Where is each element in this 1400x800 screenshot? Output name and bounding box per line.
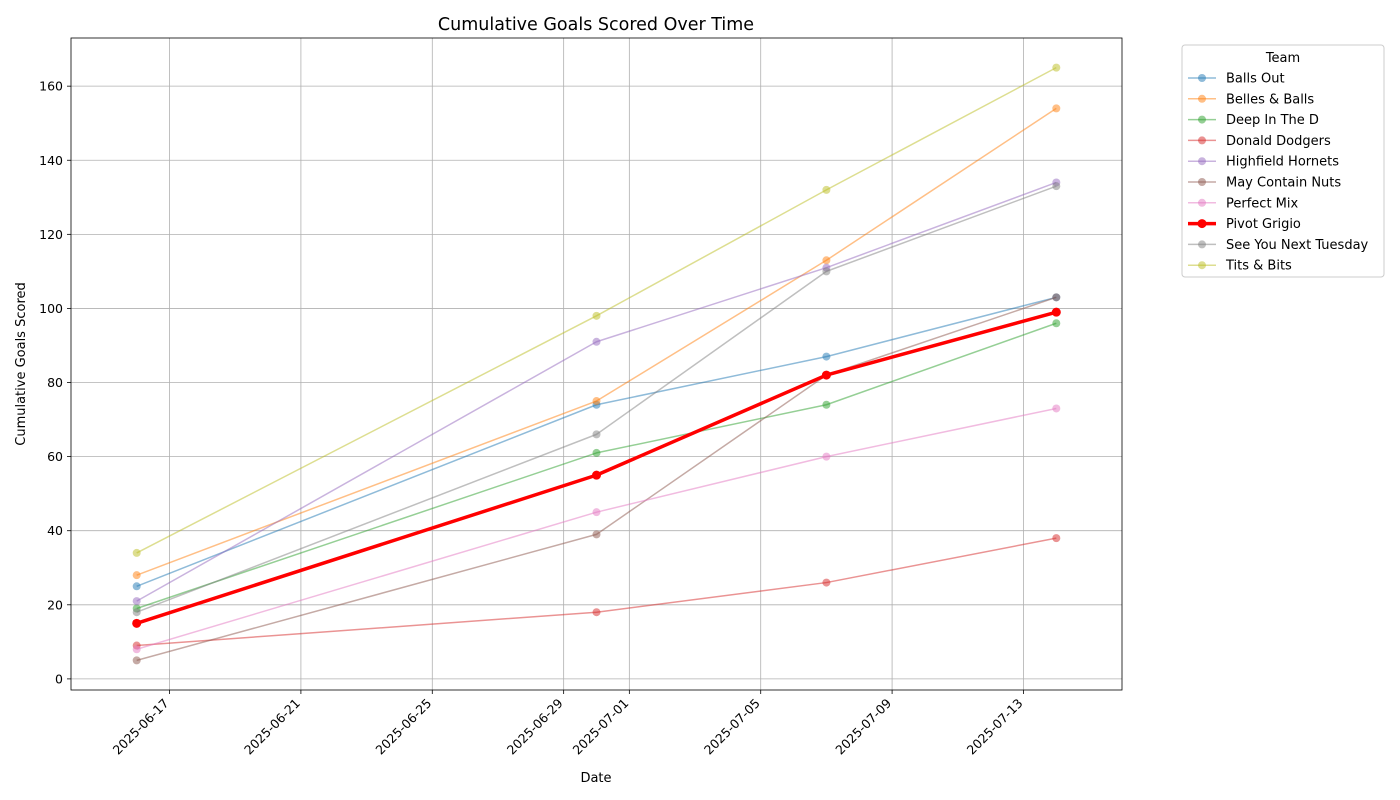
data-point xyxy=(592,508,601,517)
series-line-deep-in-the-d xyxy=(136,322,1057,610)
series-line-highfield-hornets xyxy=(136,181,1057,602)
data-point xyxy=(132,608,141,617)
series-highfield-hornets xyxy=(132,178,1061,606)
y-tick-label: 0 xyxy=(55,671,63,686)
legend-marker xyxy=(1198,115,1206,124)
legend-marker xyxy=(1197,219,1207,229)
data-point xyxy=(592,608,601,617)
legend-item: Belles & Balls xyxy=(1188,92,1314,107)
data-point xyxy=(822,578,831,587)
data-point xyxy=(822,185,831,194)
y-tick-label: 120 xyxy=(39,227,63,242)
series-line-see-you-next-tuesday xyxy=(136,185,1057,613)
data-point xyxy=(1052,63,1061,72)
legend-marker xyxy=(1198,261,1206,270)
legend-item: Balls Out xyxy=(1188,72,1285,87)
series-belles-balls xyxy=(132,104,1061,580)
y-tick-label: 40 xyxy=(47,523,63,538)
data-point xyxy=(822,452,831,461)
data-point xyxy=(1052,104,1061,113)
legend-label: Highfield Hornets xyxy=(1226,155,1339,170)
legend-label: Tits & Bits xyxy=(1225,259,1292,274)
legend-label: Pivot Grigio xyxy=(1226,217,1301,232)
data-point xyxy=(592,470,601,480)
legend: Team Balls Out Belles & Balls Deep In The … xyxy=(1181,44,1385,278)
legend-item: Donald Dodgers xyxy=(1188,134,1331,149)
data-point xyxy=(592,448,601,457)
y-tick-label: 160 xyxy=(39,79,63,94)
data-point xyxy=(822,267,831,276)
data-point xyxy=(132,656,141,665)
legend-marker xyxy=(1198,178,1206,186)
series-see-you-next-tuesday xyxy=(132,182,1061,617)
data-point xyxy=(1052,182,1061,191)
series-line-tits-bits xyxy=(136,66,1057,554)
legend-item: Highfield Hornets xyxy=(1188,155,1339,170)
data-point xyxy=(132,597,141,606)
data-point xyxy=(132,645,141,654)
data-point xyxy=(592,337,601,346)
data-point xyxy=(822,400,831,409)
chart-title: Cumulative Goals Scored Over Time xyxy=(438,15,754,35)
series-line-may-contain-nuts xyxy=(136,296,1057,662)
legend-item: Deep In The D xyxy=(1188,113,1319,128)
legend-frame xyxy=(1181,44,1385,278)
legend-label: Perfect Mix xyxy=(1226,196,1298,211)
legend-item: Tits & Bits xyxy=(1188,259,1292,274)
y-axis-label: Cumulative Goals Scored xyxy=(14,282,29,446)
data-point xyxy=(132,582,141,591)
series-tits-bits xyxy=(132,63,1061,557)
series-line-donald-dodgers xyxy=(136,537,1057,647)
data-point xyxy=(822,256,831,265)
data-point xyxy=(1052,404,1061,413)
plot-frame xyxy=(70,37,1123,691)
legend-item: Pivot Grigio xyxy=(1188,217,1301,232)
data-point xyxy=(592,430,601,439)
data-point xyxy=(592,530,601,539)
y-tick-label: 100 xyxy=(39,301,63,316)
legend-marker xyxy=(1198,157,1206,166)
data-point xyxy=(132,548,141,557)
data-point xyxy=(1051,307,1061,317)
data-point xyxy=(822,352,831,361)
series-line-belles-balls xyxy=(136,107,1057,576)
data-point xyxy=(132,618,142,628)
legend-marker xyxy=(1198,240,1206,249)
legend-label: Balls Out xyxy=(1226,72,1285,87)
legend-item: Perfect Mix xyxy=(1188,196,1298,211)
legend-marker xyxy=(1198,198,1206,207)
series-lines xyxy=(132,63,1061,665)
legend-label: Donald Dodgers xyxy=(1226,134,1331,149)
y-tick-label: 20 xyxy=(47,597,63,612)
legend-marker xyxy=(1198,74,1206,82)
series-pivot-grigio xyxy=(132,307,1061,628)
legend-marker xyxy=(1198,94,1206,103)
data-point xyxy=(1052,319,1061,328)
legend-item: See You Next Tuesday xyxy=(1188,238,1369,253)
series-line-balls-out xyxy=(136,296,1057,587)
legend-label: May Contain Nuts xyxy=(1226,176,1341,191)
legend-label: See You Next Tuesday xyxy=(1226,238,1369,253)
legend-label: Belles & Balls xyxy=(1226,92,1314,107)
legend-item: May Contain Nuts xyxy=(1188,176,1341,191)
data-point xyxy=(132,571,141,580)
series-line-perfect-mix xyxy=(136,407,1057,650)
data-point xyxy=(592,311,601,320)
data-point xyxy=(1052,534,1061,543)
series-line-pivot-grigio xyxy=(136,310,1057,625)
data-point xyxy=(1052,293,1061,302)
series-perfect-mix xyxy=(132,404,1061,654)
legend-label: Deep In The D xyxy=(1226,113,1319,128)
y-tick-label: 60 xyxy=(47,449,63,464)
series-donald-dodgers xyxy=(132,534,1061,650)
y-tick-label: 140 xyxy=(39,153,63,168)
legend-marker xyxy=(1198,136,1206,145)
legend-title: Team xyxy=(1265,51,1300,66)
y-tick-label: 80 xyxy=(47,375,63,390)
data-point xyxy=(592,397,601,406)
x-axis-label: Date xyxy=(580,771,611,786)
data-point xyxy=(821,370,831,380)
